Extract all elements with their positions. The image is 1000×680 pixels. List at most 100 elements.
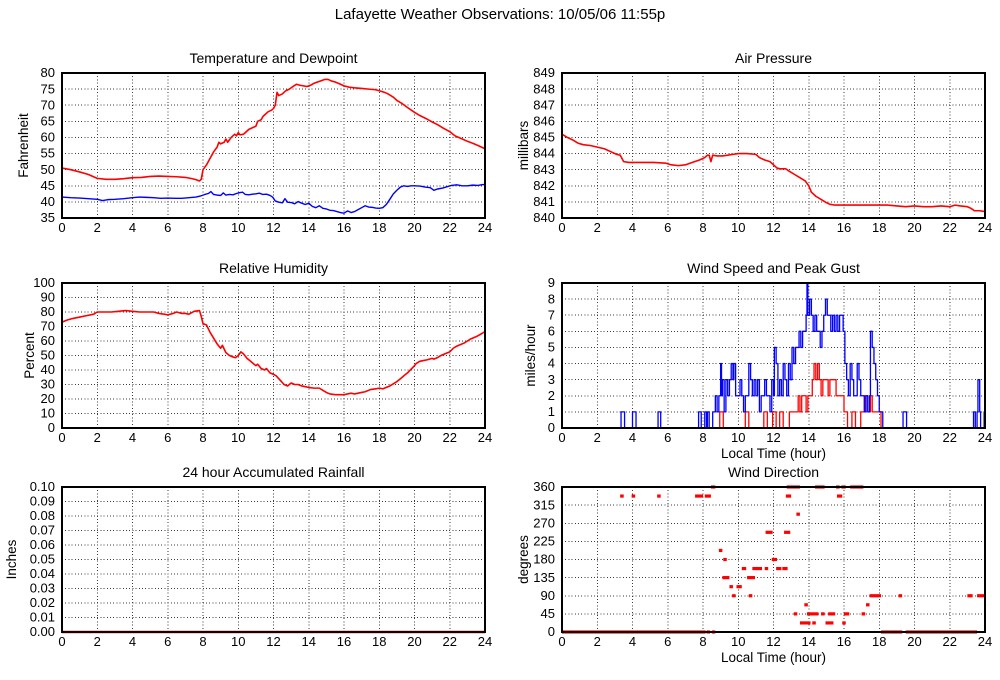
- x-tick-label: 22: [443, 220, 457, 235]
- air-pressure-plot: 0 2 4 6 8 10 12 14 16 18 20 22 248408418428438448458…: [516, 50, 992, 235]
- x-tick-label: 18: [872, 430, 886, 445]
- x-tick-label: 24: [978, 220, 992, 235]
- plot-frame: [561, 486, 986, 633]
- gridlines: [562, 73, 985, 218]
- x-tick-label: 20: [907, 430, 921, 445]
- y-tick-label: 0.09: [30, 494, 55, 509]
- tick-labels: 0 2 4 6 8 10 12 14 16 18 20 22 240459013518022527031…: [533, 479, 992, 649]
- chart-title: Air Pressure: [735, 50, 812, 66]
- x-tick-label: 14: [302, 430, 316, 445]
- y-tick-label: 270: [533, 515, 555, 530]
- temperature-dewpoint-plot: 0 2 4 6 8 10 12 14 16 18 20 22 243540455055606570758…: [16, 50, 492, 235]
- y-tick-label: 90: [41, 290, 55, 305]
- x-tick-label: 16: [337, 634, 351, 649]
- y-tick-label: 9: [548, 275, 555, 290]
- y-axis-title: Inches: [4, 539, 19, 579]
- plot-frame: [61, 282, 486, 429]
- x-tick-label: 10: [731, 220, 745, 235]
- y-tick-label: 180: [533, 552, 555, 567]
- x-tick-label: 6: [664, 634, 671, 649]
- y-tick-label: 844: [533, 146, 555, 161]
- x-tick-label: 20: [907, 634, 921, 649]
- y-tick-label: 4: [548, 356, 555, 371]
- x-tick-label: 12: [766, 634, 780, 649]
- y-tick-label: 75: [41, 81, 55, 96]
- y-tick-label: 70: [41, 97, 55, 112]
- y-tick-label: 8: [548, 291, 555, 306]
- y-tick-label: 40: [41, 362, 55, 377]
- y-tick-label: 7: [548, 307, 555, 322]
- y-tick-label: 45: [541, 606, 555, 621]
- x-tick-label: 8: [699, 430, 706, 445]
- x-tick-label: 22: [943, 430, 957, 445]
- y-tick-label: 843: [533, 162, 555, 177]
- y-tick-label: 10: [41, 406, 55, 421]
- x-tick-label: 2: [94, 634, 101, 649]
- chart-wind-speed-gust: 0 2 4 6 8 10 12 14 16 18 20 22 24 0 1 2 3 4 5 6 7 8 9 Wind Spee…: [523, 260, 992, 461]
- x-axis-title: Local Time (hour): [721, 446, 826, 461]
- x-tick-label: 8: [199, 220, 206, 235]
- x-tick-label: 18: [372, 634, 386, 649]
- series-humidity: [61, 309, 486, 396]
- x-tick-label: 16: [837, 430, 851, 445]
- x-tick-label: 14: [802, 430, 816, 445]
- chart-title: Relative Humidity: [219, 260, 328, 276]
- x-tick-label: 4: [129, 634, 136, 649]
- x-tick-label: 20: [407, 634, 421, 649]
- y-tick-label: 40: [41, 194, 55, 209]
- y-tick-label: 60: [41, 333, 55, 348]
- y-tick-label: 841: [533, 194, 555, 209]
- y-tick-label: 0.05: [30, 552, 55, 567]
- y-tick-label: 315: [533, 497, 555, 512]
- x-tick-label: 6: [164, 634, 171, 649]
- y-tick-label: 0.00: [30, 624, 55, 639]
- tick-labels: 0 2 4 6 8 10 12 14 16 18 20 22 240.000.010.020.030.0…: [30, 479, 493, 649]
- tick-labels: 0 2 4 6 8 10 12 14 16 18 20 22 240102030405060708090…: [33, 275, 492, 445]
- x-tick-label: 24: [478, 220, 492, 235]
- x-tick-label: 0: [558, 220, 565, 235]
- x-tick-label: 4: [629, 634, 636, 649]
- x-tick-label: 12: [766, 430, 780, 445]
- x-tick-label: 16: [337, 430, 351, 445]
- x-tick-label: 14: [802, 634, 816, 649]
- x-tick-label: 18: [872, 634, 886, 649]
- x-axis-title: Local Time (hour): [721, 650, 826, 665]
- x-tick-label: 20: [407, 220, 421, 235]
- x-tick-label: 4: [129, 430, 136, 445]
- chart-wind-direction: 0 2 4 6 8 10 12 14 16 18 20 22 24 0 45 90 135 180 225 270 31…: [516, 464, 992, 665]
- x-tick-label: 2: [594, 220, 601, 235]
- x-tick-label: 24: [478, 634, 492, 649]
- x-tick-label: 10: [231, 220, 245, 235]
- gridlines: [562, 283, 985, 428]
- x-tick-label: 4: [629, 220, 636, 235]
- y-tick-label: 60: [41, 130, 55, 145]
- series-peak-gust: [562, 282, 985, 429]
- x-tick-label: 10: [731, 430, 745, 445]
- x-tick-label: 16: [337, 220, 351, 235]
- series-pressure: [561, 133, 986, 213]
- y-tick-label: 70: [41, 319, 55, 334]
- x-tick-label: 8: [699, 220, 706, 235]
- y-tick-label: 100: [33, 275, 55, 290]
- y-tick-label: 5: [548, 340, 555, 355]
- x-tick-label: 2: [594, 430, 601, 445]
- y-tick-label: 50: [41, 162, 55, 177]
- x-tick-label: 12: [266, 430, 280, 445]
- y-tick-label: 0.02: [30, 595, 55, 610]
- x-tick-label: 12: [266, 220, 280, 235]
- y-tick-label: 847: [533, 97, 555, 112]
- y-tick-label: 360: [533, 479, 555, 494]
- y-tick-label: 0.04: [30, 566, 55, 581]
- x-tick-label: 16: [837, 220, 851, 235]
- x-tick-label: 0: [558, 634, 565, 649]
- x-tick-label: 14: [802, 220, 816, 235]
- x-tick-label: 0: [558, 430, 565, 445]
- x-tick-label: 0: [58, 634, 65, 649]
- y-tick-label: 45: [41, 178, 55, 193]
- y-axis-title: miles/hour: [523, 324, 538, 387]
- y-tick-label: 30: [41, 377, 55, 392]
- y-tick-label: 135: [533, 570, 555, 585]
- y-tick-label: 0: [48, 420, 55, 435]
- y-tick-label: 6: [548, 323, 555, 338]
